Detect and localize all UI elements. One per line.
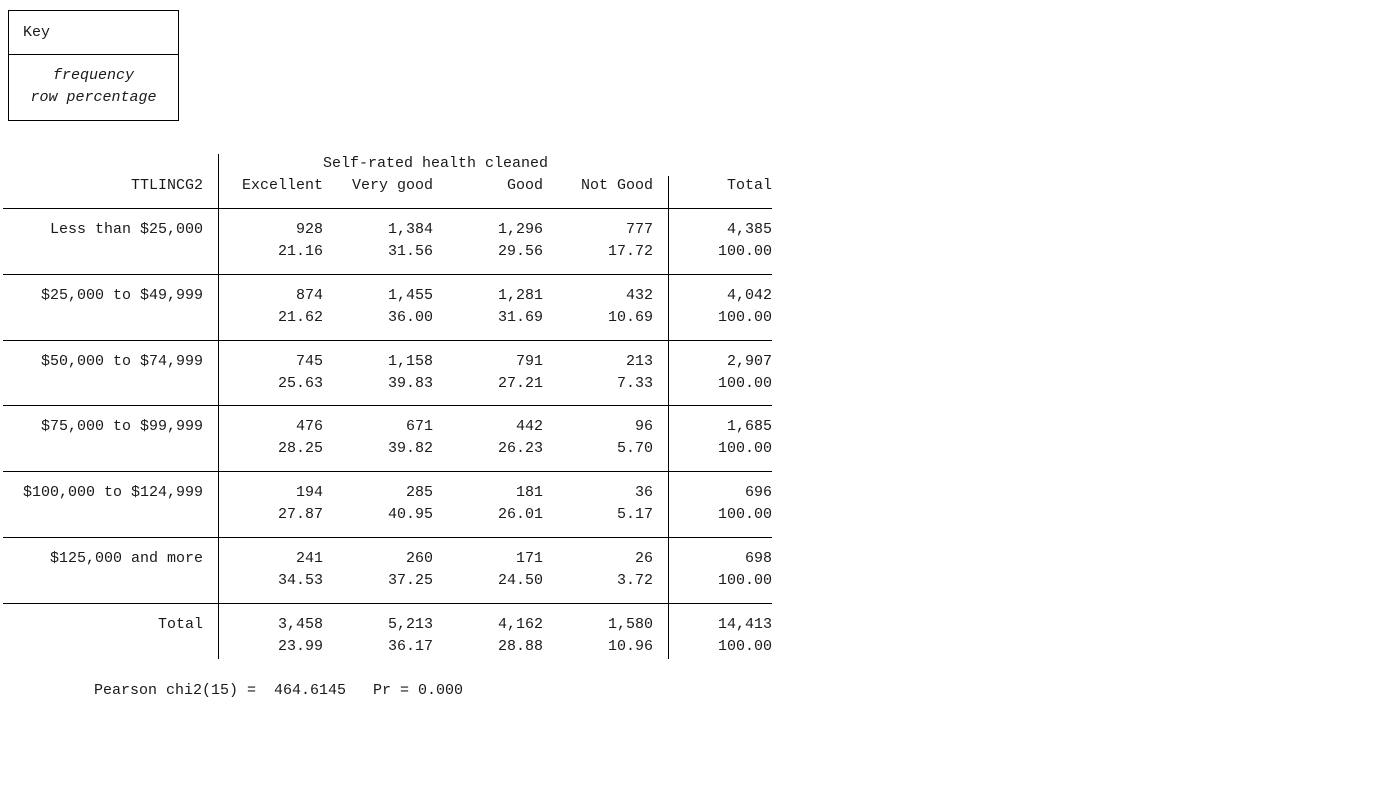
row-percentage-cell: 34.53 [277, 572, 323, 589]
total-percentage-cell: 10.96 [607, 638, 653, 655]
row-separator [3, 274, 772, 275]
row-percentage-cell: 3.72 [616, 572, 653, 589]
frequency-cell: 874 [295, 287, 323, 304]
frequency-cell: 181 [515, 484, 543, 501]
key-box: Key frequency row percentage [8, 10, 179, 121]
total-row-label: Total [157, 616, 203, 633]
row-separator [3, 208, 772, 209]
frequency-cell: 213 [625, 353, 653, 370]
row-percentage-cell: 100.00 [717, 309, 772, 326]
frequency-cell: 432 [625, 287, 653, 304]
row-percentage-cell: 10.69 [607, 309, 653, 326]
column-header-not-good: Not Good [580, 177, 653, 194]
total-percentage-cell: 28.88 [497, 638, 543, 655]
total-percentage-cell: 36.17 [387, 638, 433, 655]
row-percentage-cell: 21.62 [277, 309, 323, 326]
row-percentage-cell: 31.69 [497, 309, 543, 326]
row-percentage-cell: 26.01 [497, 506, 543, 523]
row-percentage-cell: 31.56 [387, 243, 433, 260]
frequency-cell: 36 [634, 484, 653, 501]
total-frequency-cell: 5,213 [387, 616, 433, 633]
frequency-cell: 1,685 [726, 418, 772, 435]
row-percentage-cell: 27.21 [497, 375, 543, 392]
frequency-cell: 171 [515, 550, 543, 567]
total-frequency-cell: 4,162 [497, 616, 543, 633]
frequency-cell: 745 [295, 353, 323, 370]
row-percentage-cell: 24.50 [497, 572, 543, 589]
row-percentage-cell: 100.00 [717, 243, 772, 260]
stub-divider [218, 154, 219, 659]
row-percentage-cell: 39.82 [387, 440, 433, 457]
row-label: $125,000 and more [49, 550, 203, 567]
row-separator [3, 603, 772, 604]
frequency-cell: 1,281 [497, 287, 543, 304]
frequency-cell: 1,158 [387, 353, 433, 370]
column-header-good: Good [506, 177, 543, 194]
key-title: Key [23, 24, 51, 41]
row-percentage-cell: 5.17 [616, 506, 653, 523]
row-percentage-cell: 5.70 [616, 440, 653, 457]
row-percentage-cell: 27.87 [277, 506, 323, 523]
row-percentage-cell: 29.56 [497, 243, 543, 260]
column-header-excellent: Excellent [241, 177, 323, 194]
frequency-cell: 1,296 [497, 221, 543, 238]
frequency-cell: 241 [295, 550, 323, 567]
spanner-header: Self-rated health cleaned [323, 155, 549, 172]
row-percentage-cell: 25.63 [277, 375, 323, 392]
row-percentage-cell: 28.25 [277, 440, 323, 457]
frequency-cell: 194 [295, 484, 323, 501]
total-percentage-cell: 100.00 [717, 638, 772, 655]
row-percentage-cell: 100.00 [717, 440, 772, 457]
frequency-cell: 791 [515, 353, 543, 370]
frequency-cell: 260 [405, 550, 433, 567]
frequency-cell: 698 [744, 550, 772, 567]
row-variable-header: TTLINCG2 [130, 177, 203, 194]
row-percentage-cell: 17.72 [607, 243, 653, 260]
row-percentage-cell: 40.95 [387, 506, 433, 523]
row-percentage-cell: 100.00 [717, 572, 772, 589]
frequency-cell: 777 [625, 221, 653, 238]
total-frequency-cell: 3,458 [277, 616, 323, 633]
frequency-cell: 671 [405, 418, 433, 435]
frequency-cell: 928 [295, 221, 323, 238]
row-separator [3, 405, 772, 406]
row-label: $100,000 to $124,999 [22, 484, 203, 501]
frequency-cell: 1,455 [387, 287, 433, 304]
row-percentage-cell: 39.83 [387, 375, 433, 392]
key-row-percentage-label: row percentage [30, 89, 157, 106]
frequency-cell: 285 [405, 484, 433, 501]
total-divider [668, 176, 669, 659]
total-frequency-cell: 14,413 [717, 616, 772, 633]
chi2-statistic: Pearson chi2(15) = 464.6145 Pr = 0.000 [94, 682, 464, 699]
row-label: $75,000 to $99,999 [40, 418, 203, 435]
key-frequency-label: frequency [52, 67, 134, 84]
row-separator [3, 471, 772, 472]
row-percentage-cell: 100.00 [717, 375, 772, 392]
row-separator [3, 340, 772, 341]
frequency-cell: 1,384 [387, 221, 433, 238]
column-header-very-good: Very good [351, 177, 433, 194]
frequency-cell: 96 [634, 418, 653, 435]
row-separator [3, 537, 772, 538]
key-divider [9, 54, 178, 55]
frequency-cell: 2,907 [726, 353, 772, 370]
row-percentage-cell: 100.00 [717, 506, 772, 523]
column-header-total: Total [726, 177, 772, 194]
row-percentage-cell: 36.00 [387, 309, 433, 326]
row-label: Less than $25,000 [49, 221, 203, 238]
frequency-cell: 4,385 [726, 221, 772, 238]
total-percentage-cell: 23.99 [277, 638, 323, 655]
row-percentage-cell: 26.23 [497, 440, 543, 457]
row-percentage-cell: 7.33 [616, 375, 653, 392]
row-percentage-cell: 21.16 [277, 243, 323, 260]
frequency-cell: 442 [515, 418, 543, 435]
frequency-cell: 696 [744, 484, 772, 501]
row-label: $50,000 to $74,999 [40, 353, 203, 370]
total-frequency-cell: 1,580 [607, 616, 653, 633]
row-label: $25,000 to $49,999 [40, 287, 203, 304]
frequency-cell: 4,042 [726, 287, 772, 304]
frequency-cell: 26 [634, 550, 653, 567]
row-percentage-cell: 37.25 [387, 572, 433, 589]
frequency-cell: 476 [295, 418, 323, 435]
